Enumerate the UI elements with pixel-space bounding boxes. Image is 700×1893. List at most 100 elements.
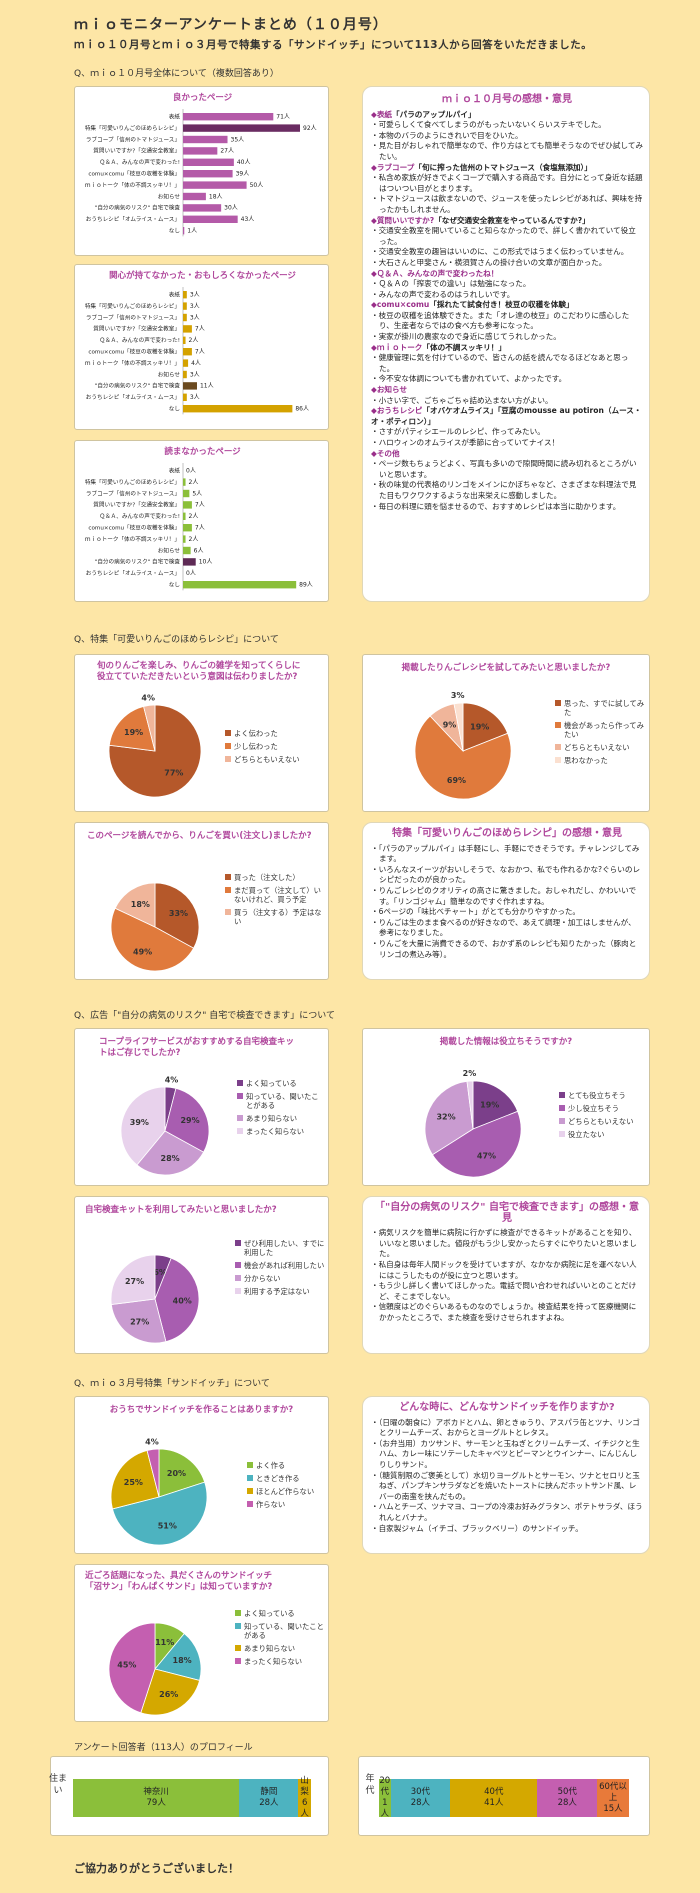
pie-percent-label: 40%	[173, 1297, 192, 1306]
profile-segment-name: 30代	[410, 1787, 431, 1797]
legend-swatch	[247, 1488, 253, 1494]
bar-value-label: 92人	[303, 125, 317, 132]
section-heading-overall: Q、ｍｉｏ１０月号全体について（複数回答あり）	[74, 69, 279, 79]
bar-chart-panel-good: 良かったページ 表紙 71人 特集「可愛いりんごのほめらレシピ」 92人 ラブコープ「信州…	[74, 86, 329, 256]
legend-item: まったく知らない	[235, 1657, 325, 1666]
comment-heading: ◆お知らせ	[371, 385, 643, 396]
bar-value-label: 7人	[195, 326, 205, 333]
bar	[183, 359, 189, 367]
bar-value-label: 5人	[192, 490, 202, 497]
bar	[183, 291, 187, 299]
legend-swatch	[225, 730, 231, 736]
comment-item: ・見た目がおしゃれで簡単なので、作り方はとても簡単そうなのでぜひ試してみたい。	[371, 141, 644, 161]
legend-item: よく作る	[247, 1461, 327, 1470]
legend-item: まだ買って（注文して）いないけれど、買う予定	[225, 886, 325, 904]
bar-category-label: "自分の病気のリスク" 自宅で検査	[95, 204, 181, 212]
profile-segment-count: 41人	[484, 1798, 504, 1808]
legend-item: 分からない	[235, 1274, 325, 1283]
pie-chart-ad-useful: 19% 47% 32% 2%	[424, 1069, 522, 1178]
bar-value-label: 89人	[299, 582, 313, 589]
profile-segment: 50代 28人	[537, 1779, 598, 1817]
legend-swatch	[225, 887, 231, 893]
bar	[183, 558, 196, 566]
pie-percent-label: 4%	[165, 1075, 179, 1084]
bar-category-label: Ｑ＆Ａ、みんなの声で変わった!	[99, 336, 180, 344]
legend-item: 少し伝わった	[225, 742, 325, 751]
legend-swatch	[559, 1118, 565, 1124]
bar-chart-title: 関心が持てなかった・おもしろくなかったページ	[109, 270, 296, 281]
bar-category-label: 特集「可愛いりんごのほめらレシピ」	[85, 478, 180, 486]
comment-heading-sub: 「体の不調スッキリ！」	[422, 342, 506, 352]
legend-label: とても役立ちそう	[568, 1091, 626, 1100]
legend: 買った（注文した） まだ買って（注文して）いないけれど、買う予定 買う（注文する）予…	[225, 873, 325, 930]
comment-heading-label: ◆その他	[371, 448, 400, 458]
bar-value-label: 3人	[190, 314, 200, 321]
profile-segment-count: 28人	[557, 1798, 577, 1808]
legend-label: よく伝わった	[234, 729, 278, 738]
bar-value-label: 27人	[220, 148, 234, 155]
pie-percent-label: 49%	[133, 947, 152, 956]
pie-chart-apple-intent: 77% 19% 4%	[108, 693, 202, 798]
legend-item: 知っている、聞いたことがある	[235, 1622, 325, 1640]
comment-item: ・りんごを大量に消費できるので、おかず系のレシピも知りたかった（豚肉とリンゴの煮…	[371, 938, 637, 959]
profile-segment: 静岡 28人	[239, 1779, 299, 1817]
legend-label: まだ買って（注文して）いないけれど、買う予定	[234, 886, 321, 904]
bar-category-label: comu×comu「枝豆の収穫を体験」	[88, 524, 180, 532]
comment-item: ・ページ数もちょうどよく、写真も多いので隙間時間に読み切れるところがいいと思いま…	[371, 459, 637, 479]
pie-chart-ad-know: 4% 29% 28% 39%	[120, 1075, 210, 1176]
bar-value-label: 7人	[195, 349, 205, 356]
bar-value-label: 7人	[195, 502, 205, 509]
profile-segment-count: 28人	[259, 1798, 279, 1808]
mio-comments-panel: ｍｉｏ１０月号の感想・意見 ◆表紙「パラのアップルパイ」 ・可愛らしくて食べてしま…	[362, 86, 650, 602]
legend-item: 作らない	[247, 1500, 327, 1509]
legend-item: 少し役立ちそう	[559, 1104, 647, 1113]
bar	[183, 181, 247, 189]
comment-item: ・本物のバラのようにきれいで目をひいた。	[371, 130, 523, 140]
legend-item: 役立たない	[559, 1130, 647, 1139]
comment-item: ・交通安全教室の趣旨はいいのに、この形式ではうまく伝わっていません。	[371, 247, 629, 257]
comment-heading-label: ◆ｍｉｏトーク	[371, 342, 423, 352]
pie-percent-label: 47%	[477, 1152, 496, 1161]
pie-panel-ad-useful: 掲載した情報は役立ちそうですか? 19% 47% 32% 2% とても役立ちそう 少し役…	[362, 1028, 650, 1186]
legend-item: 機会があれば利用したい	[235, 1261, 325, 1270]
legend-swatch	[247, 1475, 253, 1481]
profile-segment-name: 神奈川	[143, 1787, 169, 1797]
pie-percent-label: 4%	[145, 1437, 159, 1446]
bar-category-label: 表紙	[169, 291, 181, 299]
comment-item: ・（お弁当用）カツサンド、サーモンと玉ねぎとクリームチーズ、イチジクと生ハム、カ…	[371, 1438, 640, 1469]
legend-swatch	[555, 722, 561, 728]
bar	[183, 158, 234, 166]
pie-slice	[110, 1450, 160, 1510]
pie-percent-label: 20%	[167, 1469, 186, 1478]
bar-category-label: なし	[169, 406, 181, 413]
legend-swatch	[555, 757, 561, 763]
comment-item: ・自家製ジャム（イチゴ、ブラックベリー）のサンドイッチ。	[371, 1523, 583, 1533]
pie-slice	[110, 1298, 167, 1344]
legend-item: 利用する予定はない	[235, 1287, 325, 1296]
bar-value-label: 2人	[189, 479, 199, 486]
ad-comments-panel: 「"自分の病気のリスク" 自宅で検査できます」の感想・意見 ・病気リスクを簡単に…	[362, 1196, 650, 1354]
legend-label: 分からない	[244, 1274, 281, 1283]
legend-item: どちらともいえない	[225, 755, 325, 764]
comment-heading-label: ◆表紙	[371, 109, 393, 119]
profile-segment: 山梨 6人	[298, 1776, 311, 1819]
pie-title: 近ごろ話題になった、具だくさんのサンドイッチ「沼サン」「わんぱくサンド」は知って…	[85, 1571, 273, 1592]
bar	[183, 147, 218, 155]
legend-swatch	[235, 1645, 241, 1651]
legend-item: よく知っている	[237, 1079, 325, 1088]
legend-swatch	[237, 1115, 243, 1121]
comment-item: ・交通安全教室を開いていること知らなかったので、詳しく書かれていて役立った。	[371, 226, 636, 246]
bar-chart-title: 良かったページ	[173, 92, 233, 103]
comment-item: ・大石さんと甲斐さん・横須賀さんの掛け合いの文章が面白かった。	[371, 257, 607, 267]
comment-heading-sub: 「採れたて試食付き！枝豆の収穫を体験」	[429, 300, 574, 310]
legend-swatch	[559, 1105, 565, 1111]
legend-label: 知っている、聞いたことがある	[246, 1092, 319, 1110]
bar	[183, 546, 191, 555]
bar	[183, 524, 192, 532]
bar-value-label: 3人	[190, 292, 200, 299]
apple-comments-panel: 特集「可愛いりんごのほめらレシピ」の感想・意見 ・「パラのアップルパイ」は手軽に…	[362, 822, 650, 980]
bar-value-label: 6人	[194, 547, 204, 554]
residence-label: 住まい	[48, 1774, 67, 1796]
comment-item: ・健康管理に気を付けているので、皆さんの話を読んでなるほどなあと思った。	[371, 353, 629, 373]
